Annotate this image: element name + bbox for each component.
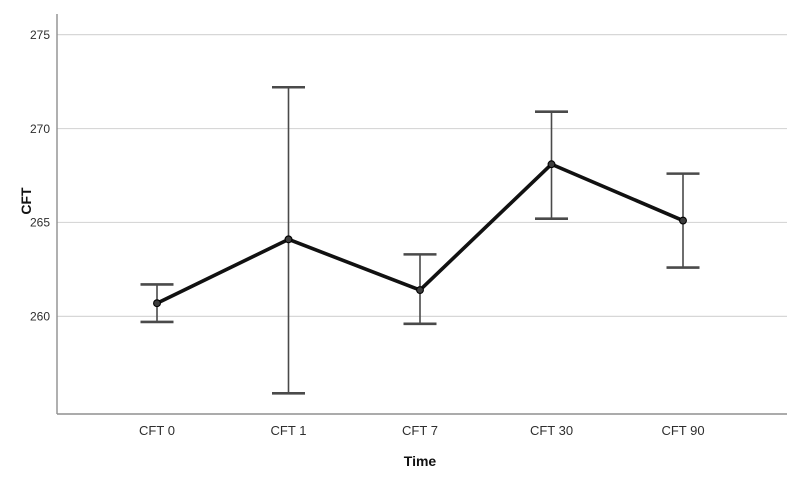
y-tick-label: 260 [30, 310, 50, 324]
x-tick-label: CFT 30 [530, 423, 573, 438]
data-point-marker [679, 216, 687, 225]
x-tick-label: CFT 7 [402, 423, 438, 438]
x-axis-title: Time [403, 453, 437, 469]
data-point-marker [153, 299, 161, 308]
data-point-marker [547, 160, 556, 169]
data-point-marker [416, 286, 424, 295]
x-tick-label: CFT 0 [139, 423, 175, 438]
y-tick-label: 270 [30, 122, 50, 136]
x-tick-label: CFT 90 [661, 423, 704, 438]
y-tick-label: 275 [30, 28, 50, 42]
data-point-marker [284, 235, 293, 244]
y-axis-title: CFT [18, 187, 34, 215]
x-tick-label: CFT 1 [271, 423, 307, 438]
y-tick-label: 265 [30, 216, 50, 230]
